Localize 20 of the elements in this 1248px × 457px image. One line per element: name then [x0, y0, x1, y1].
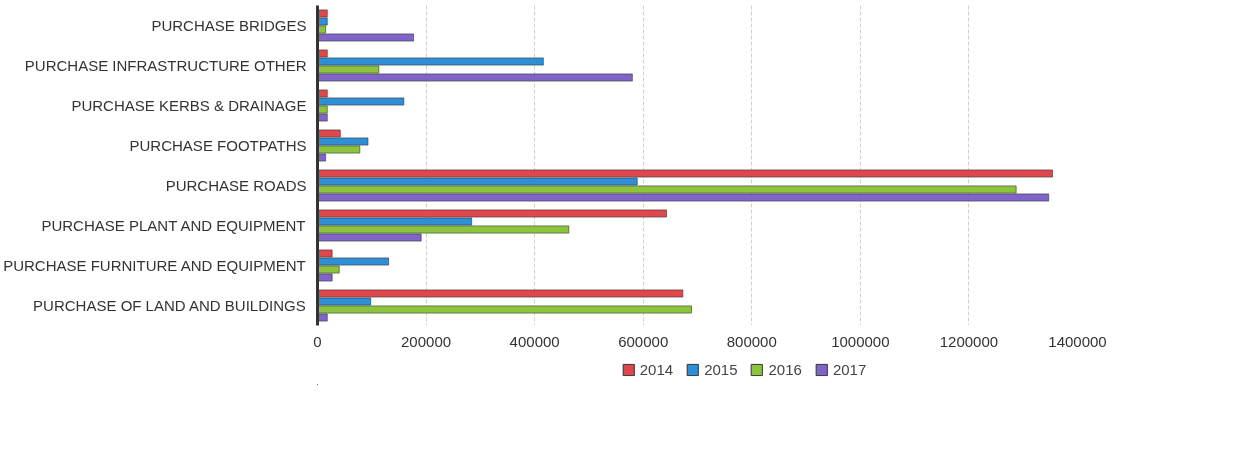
x-tick-label: 200000 — [401, 332, 452, 350]
y-tick-label: PURCHASE KERBS & DRAINAGE — [71, 97, 307, 114]
y-tick-label: PURCHASE BRIDGES — [151, 17, 307, 34]
x-tick-label: 1400000 — [1048, 332, 1107, 350]
y-tick-label: PURCHASE ROADS — [165, 177, 307, 194]
y-tick-label: PURCHASE FURNITURE AND EQUIPMENT — [3, 257, 306, 274]
y-tick-label: PURCHASE OF LAND AND BUILDINGS — [33, 297, 306, 314]
x-tick-label: 0 — [313, 332, 322, 350]
y-tick-label: PURCHASE INFRASTRUCTURE OTHER — [24, 57, 307, 74]
legend-label: 2017 — [832, 360, 867, 378]
y-tick-label: PURCHASE PLANT AND EQUIPMENT — [41, 217, 306, 234]
x-tick-label: 800000 — [726, 332, 777, 350]
legend-label: 2015 — [704, 360, 738, 378]
x-tick-label: 600000 — [618, 332, 669, 350]
x-tick-label: 400000 — [509, 332, 560, 350]
x-tick-label: 1000000 — [831, 332, 890, 350]
legend-label: 2014 — [639, 360, 674, 378]
y-tick-label: PURCHASE FOOTPATHS — [129, 137, 307, 154]
x-tick-label: 1200000 — [939, 332, 999, 350]
legend-label: 2016 — [768, 360, 802, 378]
